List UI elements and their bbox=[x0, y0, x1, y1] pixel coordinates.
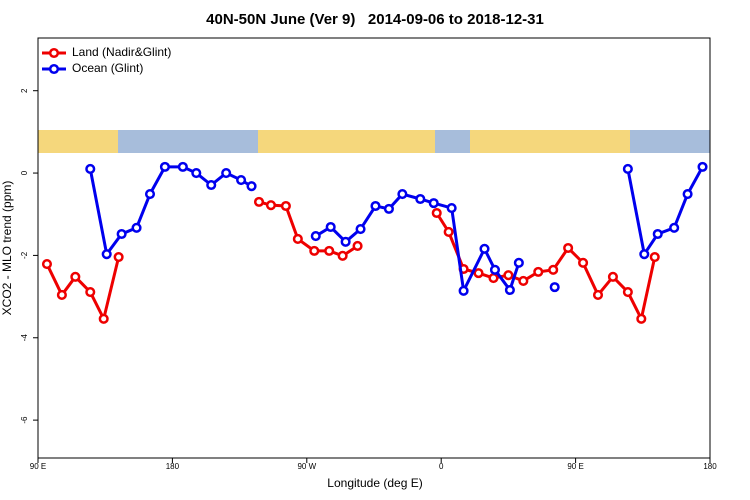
data-point bbox=[352, 240, 363, 251]
y-tick-label: -4 bbox=[20, 334, 29, 342]
data-point bbox=[41, 259, 53, 270]
data-point bbox=[177, 161, 188, 172]
data-point bbox=[607, 271, 618, 282]
data-point bbox=[563, 242, 574, 254]
data-point bbox=[383, 203, 394, 214]
data-point bbox=[639, 249, 650, 260]
x-tick-label: 180 bbox=[703, 462, 717, 471]
series-line bbox=[45, 200, 657, 324]
data-point bbox=[309, 245, 320, 256]
data-point bbox=[85, 287, 96, 298]
x-tick-label: 180 bbox=[166, 462, 180, 471]
data-point bbox=[548, 264, 559, 275]
data-point bbox=[206, 179, 217, 191]
y-tick-label: -2 bbox=[20, 251, 29, 259]
series-line bbox=[88, 165, 704, 296]
data-point bbox=[280, 200, 291, 212]
data-point bbox=[446, 203, 457, 214]
data-point bbox=[340, 236, 351, 247]
data-point bbox=[443, 226, 454, 237]
y-tick-label: 0 bbox=[20, 170, 29, 175]
data-point bbox=[292, 233, 303, 244]
data-point bbox=[415, 193, 426, 205]
data-point bbox=[592, 289, 604, 300]
data-point bbox=[549, 282, 560, 293]
data-point bbox=[337, 250, 348, 261]
legend-marker bbox=[48, 47, 60, 59]
plot-frame bbox=[37, 37, 711, 459]
data-point bbox=[578, 257, 589, 268]
data-point bbox=[697, 161, 708, 172]
data-point bbox=[131, 222, 142, 233]
data-point bbox=[488, 273, 499, 284]
data-point bbox=[116, 228, 127, 240]
data-point bbox=[428, 198, 439, 209]
x-tick-label: 90 E bbox=[30, 462, 46, 471]
data-point bbox=[85, 163, 96, 174]
legend-label: Land (Nadir&Glint) bbox=[72, 45, 171, 59]
data-point bbox=[513, 257, 524, 268]
data-point bbox=[370, 200, 381, 212]
data-point bbox=[489, 264, 501, 275]
data-point bbox=[622, 163, 633, 174]
data-point bbox=[518, 275, 529, 286]
legend-label: Ocean (Glint) bbox=[72, 61, 143, 75]
data-point bbox=[458, 285, 469, 296]
y-axis-label: XCO2 - MLO trend (ppm) bbox=[0, 181, 14, 316]
x-axis-label: Longitude (deg E) bbox=[327, 476, 422, 490]
data-point bbox=[397, 189, 408, 200]
legend-marker bbox=[48, 63, 60, 75]
data-point bbox=[191, 168, 202, 179]
data-point bbox=[325, 221, 336, 233]
data-point bbox=[144, 189, 156, 200]
data-point bbox=[310, 231, 321, 242]
data-point bbox=[669, 222, 680, 233]
data-point bbox=[503, 270, 514, 281]
data-point bbox=[236, 175, 247, 186]
data-point bbox=[622, 287, 633, 298]
data-point bbox=[533, 266, 544, 277]
data-point bbox=[113, 252, 124, 263]
data-point bbox=[649, 252, 660, 263]
x-tick-label: 0 bbox=[439, 462, 444, 471]
data-point bbox=[355, 224, 366, 235]
data-point bbox=[504, 284, 515, 296]
y-tick-label: 2 bbox=[20, 88, 29, 93]
data-point bbox=[70, 271, 81, 282]
data-point bbox=[246, 181, 257, 192]
x-tick-label: 90 W bbox=[297, 462, 316, 471]
data-point bbox=[56, 289, 67, 300]
data-point bbox=[98, 313, 109, 324]
data-point bbox=[324, 245, 335, 256]
data-point bbox=[479, 243, 490, 254]
data-point bbox=[636, 313, 647, 324]
x-tick-label: 90 E bbox=[567, 462, 583, 471]
data-point bbox=[221, 168, 232, 179]
data-point bbox=[253, 196, 265, 207]
data-point bbox=[652, 228, 663, 240]
data-point bbox=[682, 189, 693, 200]
y-tick-label: -6 bbox=[20, 416, 29, 424]
data-point bbox=[265, 200, 277, 211]
data-point bbox=[431, 207, 442, 219]
data-point bbox=[473, 268, 484, 279]
data-point bbox=[159, 161, 170, 172]
data-point bbox=[101, 249, 112, 260]
chart-title: 40N-50N June (Ver 9) 2014-09-06 to 2018-… bbox=[206, 11, 544, 28]
map-strip bbox=[38, 130, 710, 153]
